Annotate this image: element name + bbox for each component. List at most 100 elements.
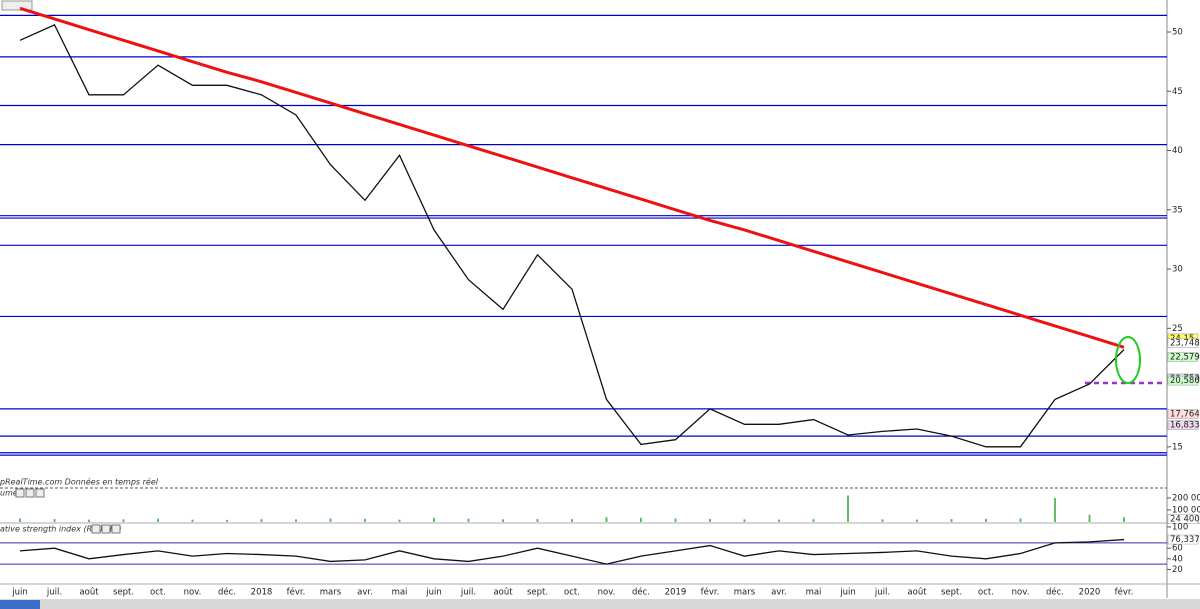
y-tick-label: 15 <box>1172 442 1183 452</box>
value-label: 22,579 <box>1170 352 1200 362</box>
panel-button[interactable] <box>101 524 111 534</box>
volume-bar <box>467 518 470 522</box>
y-tick-label: 200 000 <box>1172 493 1200 503</box>
volume-bar <box>88 519 90 522</box>
volume-bar <box>847 495 849 522</box>
x-tick-label: nov. <box>1012 588 1030 598</box>
value-label: 23,748 <box>1170 339 1200 349</box>
y-tick-label: 35 <box>1172 205 1183 215</box>
x-tick-label: août <box>907 588 927 598</box>
y-tick-label: 60 <box>1172 544 1183 554</box>
x-tick-label: mars <box>734 588 756 598</box>
x-tick-label: avr. <box>357 588 373 598</box>
volume-bar <box>226 519 228 522</box>
volume-bar <box>536 518 539 522</box>
value-label: 24 400 <box>1170 515 1200 525</box>
volume-bar <box>502 519 504 522</box>
value-label: 17,764 <box>1170 410 1200 420</box>
x-tick-label: déc. <box>1046 587 1064 598</box>
value-label-box <box>1167 409 1199 419</box>
x-tick-label: nov. <box>184 588 202 598</box>
volume-bar <box>19 518 21 522</box>
x-tick-label: juin <box>425 588 442 598</box>
volume-bar <box>329 518 332 522</box>
panel-button[interactable] <box>91 524 101 534</box>
x-tick-label: avr. <box>771 588 787 598</box>
x-tick-label: sept. <box>527 588 548 598</box>
volume-bar <box>53 518 56 522</box>
source-label: pRealTime.com Données en temps réel <box>0 477 159 487</box>
highlight-ellipse <box>1115 336 1141 384</box>
panel-button[interactable] <box>35 488 45 498</box>
x-tick-label: févr. <box>287 587 306 598</box>
volume-bar <box>812 519 815 522</box>
value-label-box <box>1167 352 1199 362</box>
x-tick-label: févr. <box>1115 587 1134 598</box>
x-tick-label: mai <box>806 588 822 598</box>
status-bar <box>0 599 1200 609</box>
volume-bar <box>571 519 573 522</box>
price-line <box>19 24 1125 448</box>
rsi-title: ative strength index (RSI) (14) <box>0 525 122 534</box>
x-tick-label: juil. <box>46 588 62 598</box>
y-tick-label: 40 <box>1172 554 1183 564</box>
volume-bar <box>191 519 194 522</box>
volume-bar <box>743 519 746 522</box>
value-label-box <box>1167 514 1199 524</box>
y-tick-label: 100 <box>1172 523 1188 533</box>
options-tab[interactable] <box>0 600 40 609</box>
volume-bar <box>1019 518 1022 522</box>
volume-bar <box>295 519 297 522</box>
x-tick-label: 2020 <box>1079 588 1101 598</box>
panel-button[interactable] <box>111 524 121 534</box>
panel-button[interactable] <box>25 488 35 498</box>
y-tick-label: 40 <box>1172 146 1183 156</box>
x-tick-label: 2019 <box>665 588 687 598</box>
volume-bar <box>364 518 366 522</box>
y-tick-label: 100 000 <box>1172 505 1200 515</box>
y-tick-label: 25 <box>1172 324 1183 334</box>
y-tick-label: 30 <box>1172 265 1183 275</box>
volume-bar <box>122 519 125 522</box>
volume-bar <box>916 519 918 522</box>
value-label-box <box>1167 375 1199 386</box>
volume-bar <box>640 517 642 522</box>
value-label-box <box>1167 534 1199 545</box>
x-tick-label: juin <box>11 588 28 598</box>
x-tick-label: févr. <box>701 587 720 598</box>
x-tick-label: juin <box>839 588 856 598</box>
x-tick-label: oct. <box>150 588 166 598</box>
x-tick-label: sept. <box>113 588 134 598</box>
x-tick-label: mai <box>392 588 408 598</box>
y-tick-label: 20 <box>1172 565 1183 575</box>
value-label-box <box>1167 338 1199 348</box>
value-label-box <box>1167 420 1199 430</box>
panel-button[interactable] <box>15 488 25 498</box>
volume-bar <box>778 519 780 522</box>
x-tick-label: déc. <box>632 587 650 598</box>
trend-line <box>19 6 1125 349</box>
x-tick-label: nov. <box>598 588 616 598</box>
volume-bar <box>398 519 401 522</box>
volume-bar <box>985 518 987 522</box>
x-tick-label: juil. <box>460 588 476 598</box>
x-tick-label: mars <box>320 588 342 598</box>
volume-bar <box>950 519 953 522</box>
y-tick-label: 50 <box>1172 28 1183 38</box>
volume-bar <box>881 519 884 522</box>
volume-bar <box>1054 497 1056 522</box>
y-tick-label: 45 <box>1172 87 1183 97</box>
volume-bar <box>260 519 263 522</box>
volume-bar <box>1123 517 1125 522</box>
toolbar[interactable] <box>1 0 33 11</box>
volume-bar <box>1088 514 1091 522</box>
volume-bar <box>674 518 677 522</box>
value-label: 76,337 <box>1170 535 1200 545</box>
value-label: 16,833 <box>1170 421 1200 431</box>
volume-bar <box>433 517 435 522</box>
x-tick-label: août <box>493 588 513 598</box>
volume-bar <box>605 517 608 522</box>
x-tick-label: 2018 <box>251 588 273 598</box>
x-tick-label: juil. <box>874 588 890 598</box>
